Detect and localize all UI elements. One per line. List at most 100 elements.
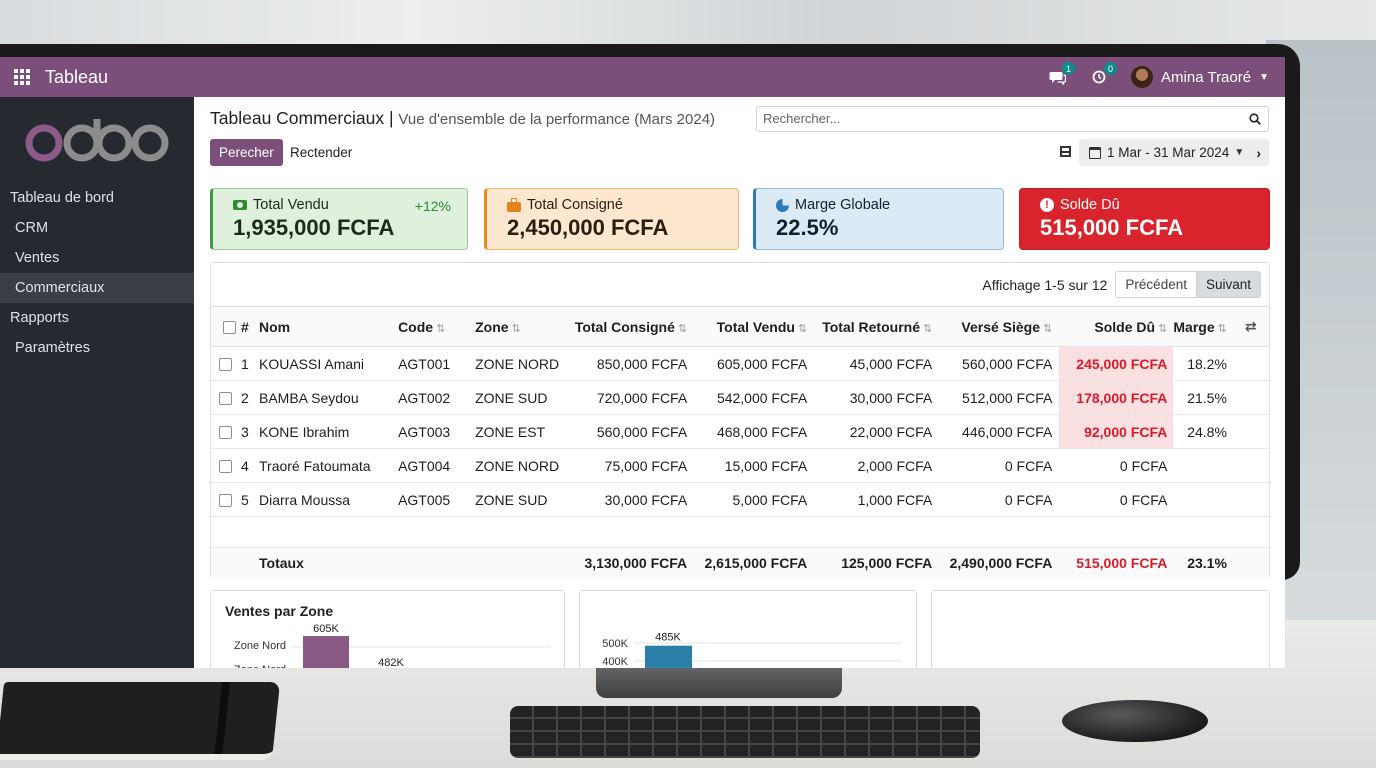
- cell-marge: [1173, 448, 1245, 483]
- col-header-solde[interactable]: Solde Dû: [1059, 306, 1174, 347]
- kpi-label: Marge Globale: [795, 197, 891, 213]
- table-row[interactable]: 4 Traoré Fatoumata AGT004 ZONE NORD 75,0…: [211, 448, 1269, 483]
- calendar-icon: [1089, 146, 1101, 159]
- search-placeholder: Rechercher...: [763, 111, 841, 126]
- kpi-value: 515,000 FCFA: [1040, 215, 1184, 240]
- list-view-icon[interactable]: [1060, 146, 1071, 157]
- cell-solde: 0 FCFA: [1059, 482, 1174, 517]
- search-input[interactable]: Rechercher...: [756, 106, 1269, 132]
- chart-card-2: 500K 400K 485K: [579, 590, 917, 668]
- next-page-button[interactable]: Suivant: [1196, 271, 1261, 298]
- sidebar-item-crm[interactable]: CRM: [15, 220, 49, 236]
- cell-vendu: 15,000 FCFA: [694, 448, 815, 483]
- row-checkbox[interactable]: [211, 346, 239, 381]
- briefcase-icon: [507, 197, 521, 212]
- chevron-right-icon[interactable]: ›: [1256, 144, 1261, 161]
- kpi-value: 1,935,000 FCFA: [233, 215, 395, 240]
- cell-verse: 512,000 FCFA: [939, 380, 1060, 415]
- cell-zone: ZONE SUD: [475, 380, 572, 415]
- chart-card-3: [931, 590, 1270, 668]
- data-label: 605K: [313, 623, 339, 635]
- sidebar-item-rapports[interactable]: Rapports: [10, 310, 69, 326]
- date-range-label: 1 Mar - 31 Mar 2024: [1107, 145, 1230, 160]
- col-header-nom[interactable]: Nom: [259, 306, 399, 347]
- kpi-card-solde-du[interactable]: ! Solde Dû 515,000 FCFA: [1019, 188, 1270, 250]
- total-retourne: 125,000 FCFA: [814, 547, 940, 579]
- chart-title: Ventes par Zone: [225, 603, 334, 619]
- cell-marge: 24.8%: [1173, 414, 1245, 449]
- cell-name: KOUASSI Amani: [259, 346, 399, 381]
- sidebar-nav: Tableau de bord CRM Ventes Commerciaux R…: [0, 183, 194, 363]
- keyboard: [510, 706, 980, 758]
- kpi-label: Total Vendu: [253, 197, 329, 213]
- cell-verse: 0 FCFA: [939, 482, 1060, 517]
- cell-solde: 92,000 FCFA: [1059, 414, 1174, 449]
- col-header-consigne[interactable]: Total Consigné: [571, 306, 695, 347]
- cell-verse: 0 FCFA: [939, 448, 1060, 483]
- search-icon[interactable]: [1249, 113, 1261, 125]
- col-header-verse[interactable]: Versé Siège: [939, 306, 1060, 347]
- col-header-num: #: [239, 306, 259, 347]
- previous-page-button[interactable]: Précédent: [1115, 271, 1197, 298]
- cell-retourne: 45,000 FCFA: [814, 346, 940, 381]
- cell-num: 3: [239, 414, 259, 449]
- main-content: Tableau Commerciaux | Vue d'ensemble de …: [194, 97, 1285, 668]
- select-all-checkbox[interactable]: [211, 306, 239, 347]
- row-checkbox[interactable]: [211, 482, 239, 517]
- cell-consigne: 30,000 FCFA: [571, 482, 695, 517]
- sidebar-item-ventes[interactable]: Ventes: [15, 250, 60, 266]
- col-header-code[interactable]: Code: [398, 306, 476, 347]
- cell-consigne: 720,000 FCFA: [571, 380, 695, 415]
- breadcrumb: Tableau Commerciaux | Vue d'ensemble de …: [210, 108, 715, 129]
- mouse: [1062, 700, 1208, 742]
- table-row[interactable]: 5 Diarra Moussa AGT005 ZONE SUD 30,000 F…: [211, 482, 1269, 517]
- cell-name: Diarra Moussa: [259, 482, 399, 517]
- cell-vendu: 468,000 FCFA: [694, 414, 815, 449]
- table-row[interactable]: 3 KONE Ibrahim AGT003 ZONE EST 560,000 F…: [211, 414, 1269, 449]
- sidebar-item-parametres[interactable]: Paramètres: [15, 340, 90, 356]
- secondary-action-button[interactable]: Rectender: [290, 145, 353, 160]
- cell-solde: 178,000 FCFA: [1059, 380, 1174, 415]
- bar: [303, 636, 349, 668]
- col-header-retourne[interactable]: Total Retourné: [814, 306, 940, 347]
- row-checkbox[interactable]: [211, 414, 239, 449]
- cell-num: 5: [239, 482, 259, 517]
- agents-table: # Nom Code Zone Total Consigné Total Ven…: [211, 306, 1269, 579]
- total-marge: 23.1%: [1173, 547, 1245, 579]
- kpi-delta: +12%: [414, 198, 451, 214]
- chevron-down-icon[interactable]: ▼: [1234, 147, 1245, 158]
- chevron-down-icon: ▼: [1259, 71, 1269, 83]
- kpi-card-total-consigne[interactable]: Total Consigné 2,450,000 FCFA: [484, 188, 739, 250]
- user-menu[interactable]: Amina Traoré ▼: [1131, 66, 1269, 88]
- cell-solde: 245,000 FCFA: [1059, 346, 1174, 381]
- kpi-card-marge-globale[interactable]: Marge Globale 22.5%: [753, 188, 1004, 250]
- table-row[interactable]: 2 BAMBA Seydou AGT002 ZONE SUD 720,000 F…: [211, 380, 1269, 415]
- table-row[interactable]: 1 KOUASSI Amani AGT001 ZONE NORD 850,000…: [211, 346, 1269, 381]
- col-header-vendu[interactable]: Total Vendu: [694, 306, 815, 347]
- chart-card-ventes-par-zone: Ventes par Zone Zone Nord Zone Nord 605K 48…: [210, 590, 565, 668]
- kpi-card-total-vendu[interactable]: Total Vendu 1,935,000 FCFA +12%: [210, 188, 468, 250]
- row-checkbox[interactable]: [211, 448, 239, 483]
- totals-label: Totaux: [259, 547, 399, 579]
- activity-button[interactable]: 0: [1089, 62, 1118, 87]
- column-options-icon[interactable]: ⇄: [1244, 306, 1269, 347]
- apps-grid-icon[interactable]: [14, 69, 30, 85]
- row-checkbox[interactable]: [211, 380, 239, 415]
- sidebar-item-tableau-de-bord[interactable]: Tableau de bord: [10, 190, 114, 206]
- sidebar-item-commerciaux[interactable]: Commerciaux: [0, 273, 194, 303]
- date-range-filter[interactable]: 1 Mar - 31 Mar 2024 ▼ ›: [1079, 139, 1269, 166]
- cell-vendu: 542,000 FCFA: [694, 380, 815, 415]
- table-spacer-row: [211, 516, 1269, 548]
- page-title: Tableau Commerciaux: [210, 108, 385, 128]
- cell-marge: 18.2%: [1173, 346, 1245, 381]
- ventes-par-zone-chart: Zone Nord Zone Nord 605K 482K: [234, 623, 551, 668]
- cell-marge: 21.5%: [1173, 380, 1245, 415]
- primary-action-button[interactable]: Perecher: [210, 139, 283, 166]
- cell-marge: [1173, 482, 1245, 517]
- col-header-marge[interactable]: Marge: [1173, 306, 1245, 347]
- bar-chart-2: 500K 400K 485K: [602, 632, 902, 668]
- messages-button[interactable]: 1: [1047, 62, 1076, 87]
- col-header-zone[interactable]: Zone: [475, 306, 572, 347]
- sidebar: Tableau de bord CRM Ventes Commerciaux R…: [0, 97, 194, 668]
- app-title[interactable]: Tableau: [45, 66, 109, 87]
